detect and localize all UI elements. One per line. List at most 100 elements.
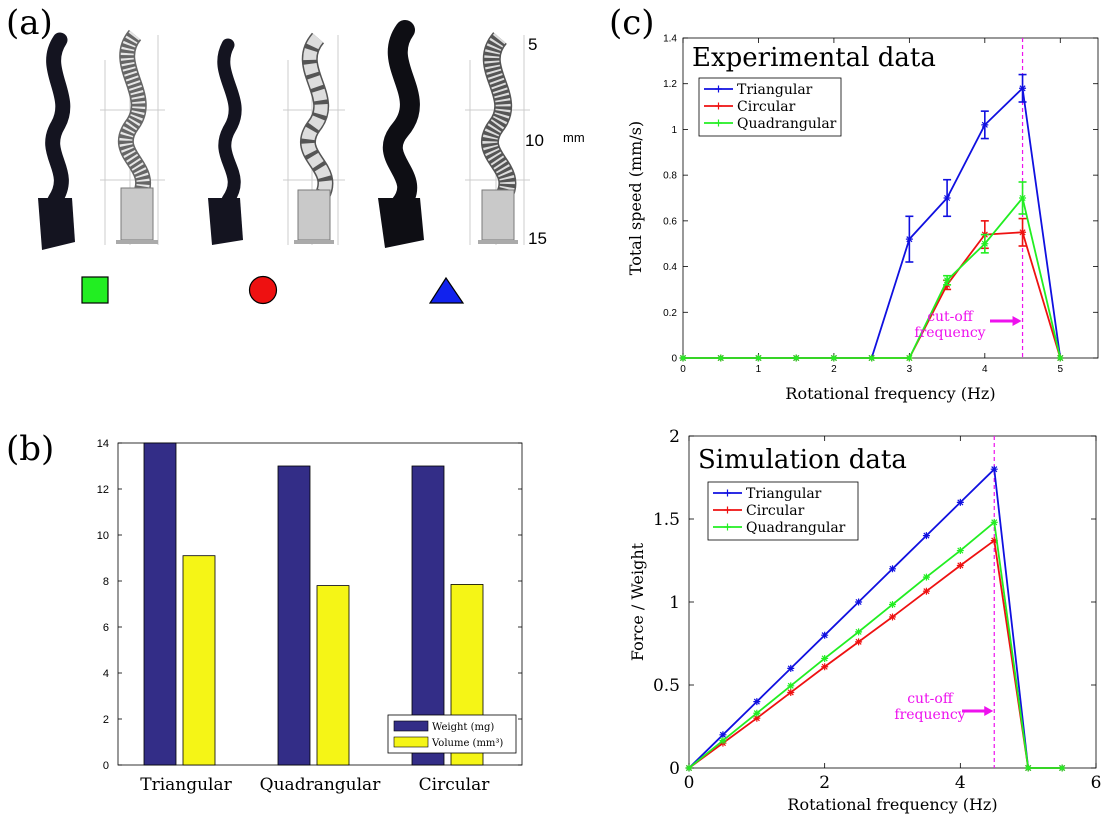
data-point [906,236,913,243]
data-point [991,519,998,526]
simulation-chart: 0 2 4 6 0 0.5 1 1.5 2 Rotational frequency (Hz) Fo… [628,427,1101,814]
data-point [830,355,837,362]
bar-y-tick-label: 4 [103,668,109,680]
data-point [923,574,930,581]
bar-category-label: Quadrangular [260,775,382,795]
data-point [944,277,951,284]
data-point [686,765,693,772]
data-point [1019,229,1026,236]
scale-bar: 5 10 mm 15 [525,35,585,248]
data-point [868,355,875,362]
bar-category-label: Circular [419,775,491,795]
data-point [889,601,896,608]
data-point [1019,195,1026,202]
cutoff-label: cut-off [907,691,954,707]
swimmer-model-3 [465,35,530,245]
y-tick-label: 1.4 [663,34,677,45]
y-tick-label: 0.8 [663,171,677,182]
data-point [717,355,724,362]
bar-weight [144,443,176,765]
y-tick-label: 1.2 [663,79,677,90]
legend-label: Circular [737,99,796,115]
bar-legend-label: Volume (mm³) [431,738,503,749]
legend-label: Triangular [737,82,813,98]
swimmer-photo-1 [38,40,75,250]
chart-title: Simulation data [698,445,907,475]
x-tick-label: 4 [982,364,988,375]
y-tick-label: 0.5 [653,676,680,696]
bar-volume [183,556,215,765]
x-tick-label: 1 [756,364,762,375]
panel-a: (a) [6,3,585,304]
x-axis-label: Rotational frequency (Hz) [785,384,995,403]
legend-label: Circular [746,503,805,519]
bar-legend-swatch [394,737,428,747]
legend-label: Triangular [746,486,822,502]
data-point [957,562,964,569]
panel-c-label: (c) [609,3,655,43]
x-tick-label: 0 [684,773,695,793]
cutoff-label-2: frequency [914,325,985,341]
bar-y-tick-label: 2 [103,714,109,726]
swimmer-model-1 [100,35,165,245]
data-point [719,737,726,744]
swimmer-model-2 [283,35,345,245]
data-point [1019,85,1026,92]
data-point [821,632,828,639]
y-tick-label: 0.6 [663,216,677,227]
data-point [787,689,794,696]
bar-y-tick-label: 12 [97,484,109,496]
data-point [957,547,964,554]
cutoff-label: cut-off [927,309,974,325]
swimmer-photo-2 [208,45,243,245]
y-axis-label: Total speed (mm/s) [626,121,645,275]
data-point [793,355,800,362]
cutoff-label-2: frequency [894,707,965,723]
bar-legend-swatch [394,721,428,731]
data-point [923,588,930,595]
data-point [855,638,862,645]
data-point [821,655,828,662]
data-point [855,599,862,606]
bar-y-tick-label: 8 [103,576,109,588]
data-point [753,698,760,705]
data-point [680,355,687,362]
scale-tick-15: 15 [528,229,547,248]
y-tick-label: 2 [669,427,680,447]
data-point [889,613,896,620]
y-tick-label: 1 [671,125,677,136]
bar-y-tick-label: 0 [103,760,109,772]
bar-weight [278,466,310,765]
chart-title: Experimental data [692,43,936,73]
scale-tick-5: 5 [528,35,537,54]
y-tick-label: 0.4 [663,262,677,273]
triangle-marker [430,278,463,303]
data-point [821,663,828,670]
square-marker [82,277,108,303]
panel-a-label: (a) [6,3,53,43]
data-point [923,532,930,539]
x-tick-label: 2 [819,773,830,793]
y-tick-label: 1.5 [653,510,680,530]
panel-b-label: (b) [6,429,54,469]
data-point [753,710,760,717]
y-tick-label: 0 [669,759,680,779]
bar-category-label: Triangular [140,775,232,795]
data-point [787,682,794,689]
data-point [906,355,913,362]
data-point [957,499,964,506]
data-point [1057,355,1064,362]
x-tick-label: 0 [680,364,686,375]
x-tick-label: 2 [831,364,837,375]
scale-tick-10: 10 [525,131,544,150]
bar-y-tick-label: 14 [97,438,109,450]
data-point [981,240,988,247]
data-point [1025,765,1032,772]
data-point [944,195,951,202]
x-tick-label: 4 [955,773,966,793]
experimental-chart: 0 1 2 3 4 500.20.40.60.811.21.4Rotational fre… [626,34,1098,404]
y-tick-label: 1 [669,593,680,613]
bar-y-tick-label: 10 [97,530,109,542]
bar-legend-label: Weight (mg) [432,722,494,733]
